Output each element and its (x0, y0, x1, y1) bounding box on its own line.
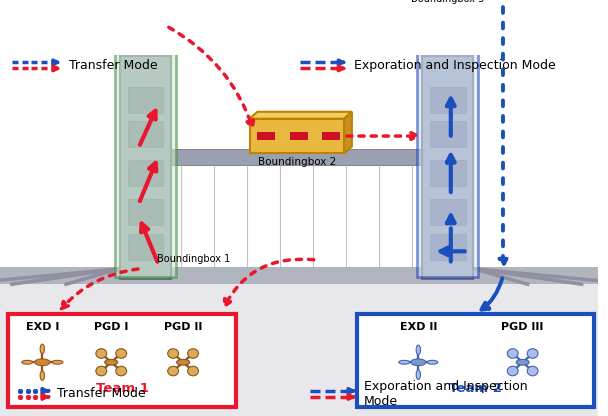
Bar (128, 121, 164, 147)
Text: Transfer Mode: Transfer Mode (69, 59, 157, 72)
Circle shape (507, 366, 518, 376)
Bar (128, 87, 164, 113)
Circle shape (96, 349, 106, 358)
Bar (290, 132, 308, 140)
Bar (115, 43, 176, 277)
Polygon shape (249, 112, 352, 119)
Bar (358, 314, 593, 407)
Ellipse shape (399, 360, 410, 364)
Text: EXD II: EXD II (399, 322, 437, 332)
Bar (0, 267, 598, 284)
Bar (120, 56, 171, 279)
Text: PGD III: PGD III (502, 322, 544, 332)
Text: PGD I: PGD I (94, 322, 128, 332)
Polygon shape (423, 0, 474, 20)
Bar (128, 160, 164, 186)
Bar (430, 121, 466, 147)
Ellipse shape (52, 360, 63, 364)
Text: Boundingbox 2: Boundingbox 2 (258, 157, 336, 167)
Circle shape (168, 349, 179, 358)
Ellipse shape (40, 371, 44, 380)
Circle shape (96, 366, 106, 376)
Bar (8, 314, 237, 407)
Bar (430, 87, 466, 113)
Text: Transfer Mode: Transfer Mode (57, 387, 146, 400)
Circle shape (507, 349, 518, 358)
Ellipse shape (416, 345, 421, 354)
Ellipse shape (35, 359, 50, 366)
Polygon shape (120, 0, 171, 20)
Bar (0, 284, 598, 416)
Text: EXD I: EXD I (26, 322, 59, 332)
Text: Boundingbox 1: Boundingbox 1 (157, 254, 231, 264)
Bar (417, 43, 478, 277)
Bar (171, 149, 423, 165)
Text: Exporation and Inspection Mode: Exporation and Inspection Mode (354, 59, 556, 72)
Bar (322, 132, 340, 140)
Bar (131, 7, 135, 24)
Bar (458, 7, 463, 24)
Bar (156, 7, 161, 24)
Bar (430, 199, 466, 225)
Text: Exporation and Inspection
Mode: Exporation and Inspection Mode (364, 380, 528, 408)
Circle shape (188, 366, 198, 376)
Ellipse shape (416, 370, 421, 379)
Ellipse shape (411, 359, 426, 366)
Circle shape (168, 366, 179, 376)
Bar (128, 199, 164, 225)
Bar (423, 56, 474, 279)
Ellipse shape (40, 344, 44, 354)
Bar (430, 160, 466, 186)
Ellipse shape (176, 359, 190, 365)
Text: PGD II: PGD II (164, 322, 202, 332)
Bar (430, 234, 466, 260)
Text: Team 2: Team 2 (449, 382, 502, 395)
Text: Boundingbox 3: Boundingbox 3 (411, 0, 485, 4)
Bar (257, 132, 275, 140)
Ellipse shape (427, 360, 438, 364)
Circle shape (116, 349, 126, 358)
Ellipse shape (516, 359, 529, 365)
Polygon shape (344, 112, 352, 154)
Bar (249, 119, 344, 154)
Ellipse shape (22, 360, 33, 364)
Ellipse shape (105, 359, 118, 365)
Bar (128, 234, 164, 260)
Bar (433, 7, 437, 24)
Text: Team 1: Team 1 (95, 382, 148, 395)
Circle shape (116, 366, 126, 376)
Circle shape (527, 366, 538, 376)
Circle shape (188, 349, 198, 358)
Circle shape (527, 349, 538, 358)
